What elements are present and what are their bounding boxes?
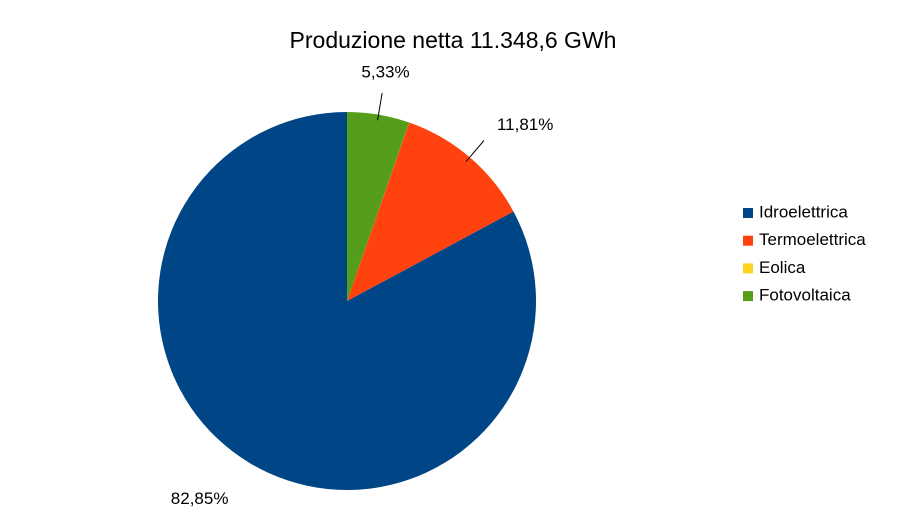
leader-line (377, 92, 383, 121)
legend-swatch (743, 263, 753, 274)
legend-swatch (743, 291, 753, 302)
chart-title: Produzione netta 11.348,6 GWh (290, 27, 617, 53)
data-label: 11,81% (497, 115, 553, 134)
pie-slice (347, 122, 514, 302)
legend-label: Termoelettrica (759, 230, 866, 249)
legend-swatch (743, 235, 753, 246)
data-label: 5,33% (361, 63, 409, 82)
legend-label: Fotovoltaica (759, 286, 851, 305)
data-label: 82,85% (171, 489, 229, 508)
leader-line (465, 140, 485, 162)
legend-label: Idroelettrica (759, 202, 848, 221)
legend-label: Eolica (759, 258, 806, 277)
pie-slice (347, 122, 410, 302)
legend-swatch (743, 208, 753, 218)
pie-slice (347, 112, 410, 301)
